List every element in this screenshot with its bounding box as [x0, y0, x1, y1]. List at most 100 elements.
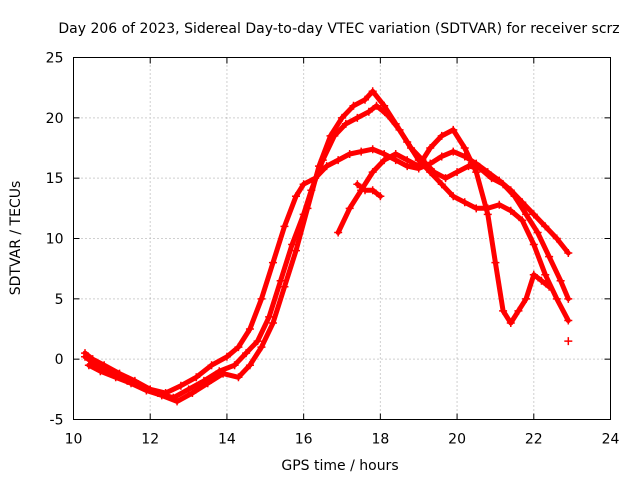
- data-point: [288, 240, 297, 249]
- x-tick-label: 18: [371, 432, 389, 448]
- data-point: [341, 119, 350, 128]
- data-point: [280, 222, 289, 231]
- data-point: [522, 210, 531, 219]
- data-point: [437, 131, 446, 140]
- data-point: [472, 204, 481, 213]
- data-point: [322, 162, 331, 171]
- data-point: [291, 192, 300, 201]
- y-tick-label: 0: [55, 352, 64, 368]
- data-point: [552, 294, 561, 303]
- data-point: [334, 156, 343, 165]
- series-trace-5: [353, 180, 385, 201]
- data-point: [84, 361, 93, 370]
- data-point: [207, 361, 216, 370]
- data-point: [280, 282, 289, 291]
- y-tick-label: 20: [46, 111, 64, 127]
- x-axis-label: GPS time / hours: [281, 458, 398, 474]
- data-point: [487, 174, 496, 183]
- data-point: [380, 101, 389, 110]
- data-point: [368, 87, 377, 96]
- data-point: [222, 352, 231, 361]
- data-point: [403, 156, 412, 165]
- x-tick-label: 24: [602, 432, 620, 448]
- data-point: [537, 276, 546, 285]
- data-point: [234, 373, 243, 382]
- data-point: [437, 152, 446, 161]
- data-point: [564, 337, 573, 346]
- data-point: [372, 101, 381, 110]
- data-point: [552, 234, 561, 243]
- data-point: [545, 282, 554, 291]
- data-point: [564, 294, 573, 303]
- x-tick-label: 20: [448, 432, 466, 448]
- chart-title: Day 206 of 2023, Sidereal Day-to-day VTE…: [58, 21, 619, 37]
- y-tick-label: 10: [46, 232, 64, 248]
- data-point: [441, 174, 450, 183]
- series-trace-3: [84, 87, 573, 406]
- data-point: [303, 204, 312, 213]
- data-point: [564, 316, 573, 325]
- data-point: [564, 248, 573, 257]
- data-point: [353, 180, 362, 189]
- data-point: [268, 318, 277, 327]
- data-point: [364, 107, 373, 116]
- data-point: [449, 147, 458, 156]
- data-point: [499, 306, 508, 315]
- data-point: [81, 352, 90, 361]
- data-point: [265, 312, 274, 321]
- data-point: [403, 137, 412, 146]
- data-series: [81, 87, 573, 406]
- data-point: [299, 180, 308, 189]
- data-point: [127, 379, 136, 388]
- series-trace-4: [334, 125, 554, 327]
- data-point: [460, 198, 469, 207]
- data-point: [188, 388, 197, 397]
- data-point: [326, 131, 335, 140]
- data-point: [506, 206, 515, 215]
- data-point: [529, 240, 538, 249]
- data-point: [157, 391, 166, 400]
- data-point: [491, 258, 500, 267]
- data-point: [219, 369, 228, 378]
- data-point: [376, 192, 385, 201]
- x-tick-label: 14: [218, 432, 236, 448]
- data-point: [449, 125, 458, 134]
- data-point: [529, 270, 538, 279]
- data-point: [338, 113, 346, 122]
- data-point: [361, 95, 370, 104]
- data-point: [476, 164, 485, 173]
- data-point: [499, 180, 508, 189]
- data-point: [184, 385, 193, 394]
- data-point: [529, 210, 538, 219]
- data-point: [426, 168, 435, 177]
- data-point: [242, 349, 251, 358]
- data-point: [391, 119, 400, 128]
- data-point: [345, 150, 354, 159]
- data-point: [192, 373, 201, 382]
- data-point: [234, 343, 243, 352]
- y-tick-label: 5: [55, 292, 64, 308]
- data-point: [230, 361, 239, 370]
- data-point: [380, 156, 389, 165]
- y-axis-label: SDTVAR / TECUs: [8, 181, 24, 296]
- data-point: [176, 381, 185, 390]
- y-tick-label: 25: [46, 51, 64, 67]
- data-point: [245, 325, 254, 333]
- data-point: [257, 343, 266, 352]
- data-point: [556, 276, 565, 285]
- data-point: [268, 258, 277, 267]
- data-point: [291, 246, 300, 255]
- data-point: [257, 294, 266, 303]
- data-point: [545, 252, 554, 261]
- data-point: [253, 337, 262, 346]
- data-point: [368, 186, 377, 195]
- series-trace-6: [564, 337, 573, 346]
- data-point: [472, 168, 481, 177]
- y-tick-label: 15: [46, 171, 64, 187]
- data-point: [173, 397, 182, 406]
- data-point: [541, 270, 550, 279]
- data-point: [541, 222, 550, 231]
- data-point: [203, 379, 212, 388]
- data-point: [276, 276, 285, 285]
